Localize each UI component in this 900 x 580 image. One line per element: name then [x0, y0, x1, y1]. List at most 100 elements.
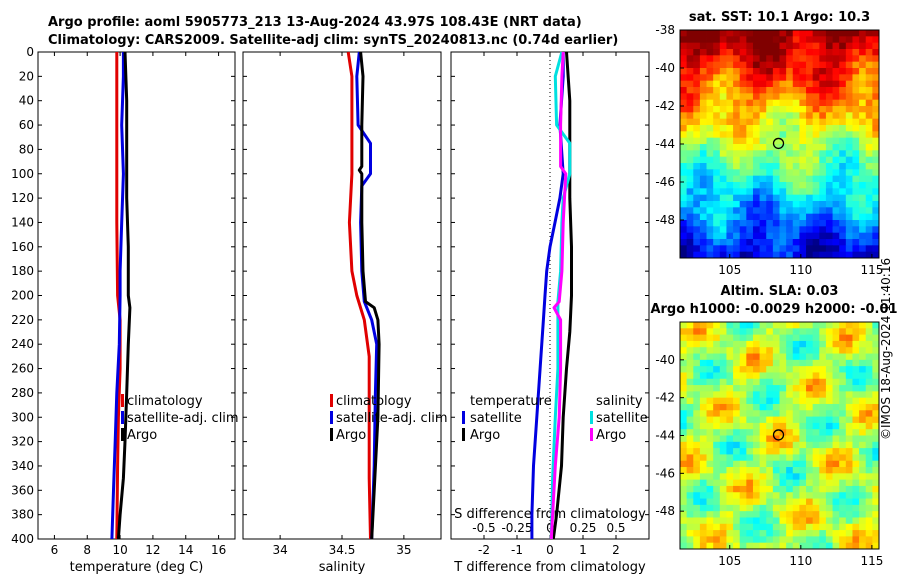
map-cell	[792, 137, 800, 145]
map-cell	[872, 403, 880, 411]
map-cell	[686, 378, 694, 386]
map-cell	[799, 118, 807, 126]
map-cell	[772, 131, 780, 139]
map-cell	[779, 385, 787, 392]
map-cell	[819, 131, 827, 139]
map-cell	[752, 137, 760, 145]
map-cell	[779, 366, 787, 373]
map-cell	[832, 99, 840, 107]
map-cell	[759, 182, 767, 189]
map-cell	[733, 80, 741, 88]
map-cell	[713, 422, 721, 430]
map-cell	[839, 245, 847, 253]
map-cell	[845, 504, 853, 512]
map-cell	[739, 112, 747, 120]
map-cell	[752, 435, 760, 443]
map-cell	[746, 523, 754, 531]
map-cell	[859, 498, 867, 506]
map-cell	[739, 194, 747, 202]
map-cell	[872, 42, 880, 50]
map-cell	[713, 511, 721, 518]
map-cell	[680, 99, 688, 107]
map-cell	[779, 441, 787, 449]
map-cell	[680, 485, 688, 493]
map-cell	[759, 30, 767, 37]
map-cell	[752, 441, 760, 449]
map-cell	[739, 322, 747, 329]
map-cell	[792, 99, 800, 107]
map-cell	[726, 169, 734, 177]
map-cell	[746, 42, 754, 50]
map-cell	[852, 347, 860, 354]
map-cell	[772, 385, 780, 392]
map-cell	[872, 226, 880, 234]
map-cell	[865, 49, 873, 56]
map-cell	[786, 207, 794, 215]
map-cell	[779, 55, 787, 63]
map-cell	[699, 372, 707, 380]
map-cell	[865, 479, 873, 487]
map-cell	[752, 112, 760, 120]
map-cell	[746, 112, 754, 120]
map-cell	[845, 30, 853, 37]
map-cell	[865, 366, 873, 373]
map-cell	[759, 530, 767, 537]
map-cell	[713, 213, 721, 221]
map-cell	[832, 182, 840, 189]
map-cell	[719, 74, 727, 82]
map-cell	[845, 93, 853, 101]
map-cell	[726, 441, 734, 449]
map-cell	[839, 372, 847, 380]
map-cell	[825, 61, 833, 69]
map-cell	[693, 226, 701, 234]
map-cell	[719, 473, 727, 481]
map-cell	[832, 131, 840, 139]
map-cell	[825, 182, 833, 189]
map-cell	[786, 347, 794, 354]
map-cell	[786, 397, 794, 405]
map-cell	[699, 492, 707, 499]
map-cell	[719, 322, 727, 329]
map-cell	[779, 156, 787, 164]
map-cell	[845, 61, 853, 69]
map-cell	[786, 93, 794, 101]
map-cell	[839, 391, 847, 399]
map-cell	[825, 36, 833, 44]
map-cell	[845, 232, 853, 240]
map-cell	[852, 55, 860, 63]
map-cell	[786, 42, 794, 50]
map-cell	[819, 68, 827, 75]
map-cell	[719, 150, 727, 158]
map-cell	[693, 485, 701, 493]
map-cell	[746, 334, 754, 342]
map-cell	[680, 201, 688, 208]
map-cell	[799, 144, 807, 151]
map-cell	[733, 87, 741, 94]
map-cell	[719, 220, 727, 227]
map-cell	[746, 322, 754, 329]
map-cell	[792, 74, 800, 82]
map-cell	[792, 118, 800, 126]
map-cell	[779, 410, 787, 417]
map-cell	[845, 87, 853, 94]
map-cell	[759, 251, 767, 259]
map-cell	[832, 523, 840, 531]
map-cell	[865, 511, 873, 518]
map-cell	[819, 397, 827, 405]
map-cell	[799, 30, 807, 37]
map-cell	[733, 372, 741, 380]
map-cell	[706, 131, 714, 139]
map-cell	[686, 498, 694, 506]
map-cell	[726, 517, 734, 525]
map-cell	[839, 150, 847, 158]
legend-swatch	[590, 411, 593, 424]
map-cell	[699, 328, 707, 336]
map-cell	[806, 473, 814, 481]
map-cell	[680, 391, 688, 399]
map-cell	[746, 194, 754, 202]
map-cell	[726, 42, 734, 50]
map-cell	[772, 61, 780, 69]
map-cell	[772, 372, 780, 380]
map-cell	[713, 80, 721, 88]
map-cell	[792, 213, 800, 221]
